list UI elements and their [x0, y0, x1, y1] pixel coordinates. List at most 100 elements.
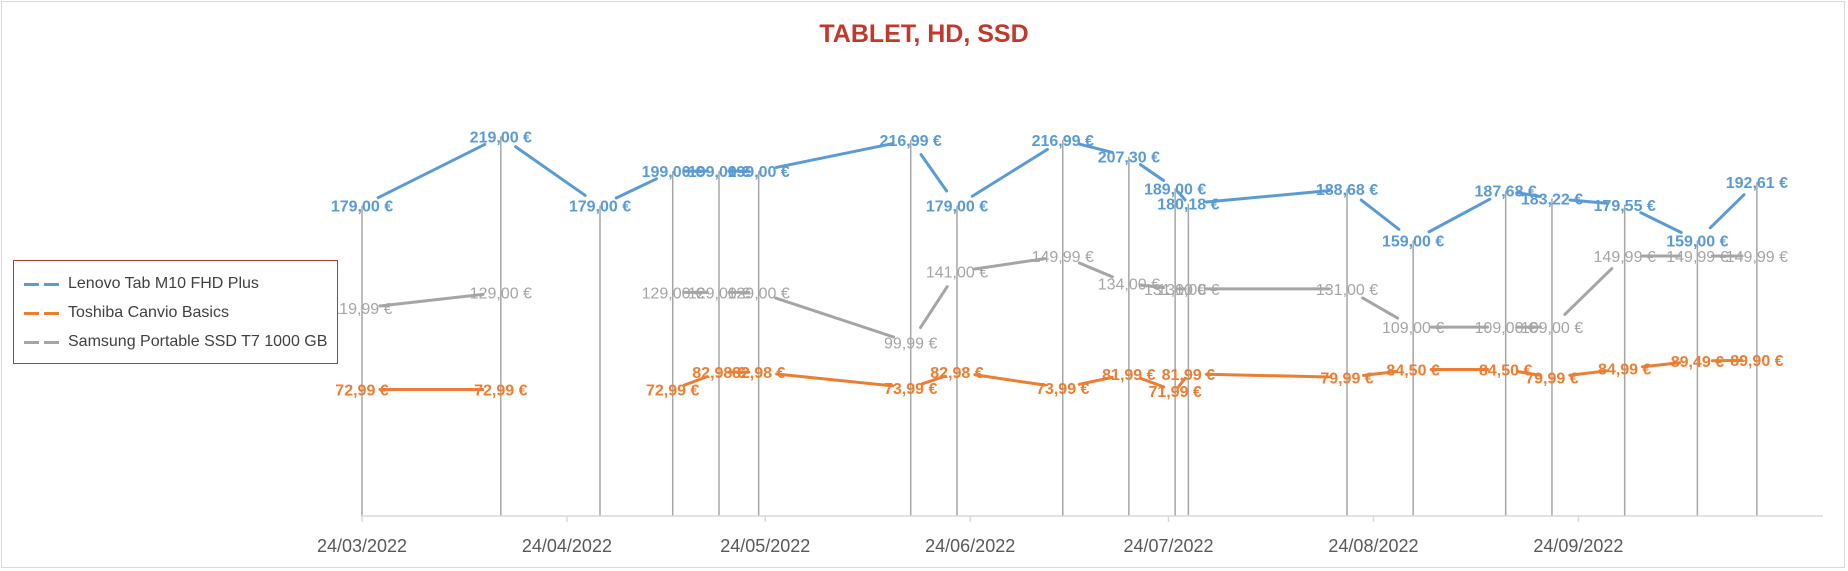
- drop-lines: [361, 136, 1758, 516]
- data-label: 131,00 €: [1144, 282, 1206, 299]
- series-line-segment: [919, 285, 949, 330]
- data-label: 72,99 €: [646, 382, 699, 399]
- series-line-segment: [1176, 190, 1187, 202]
- series-line-segment: [682, 374, 709, 387]
- data-label: 216,99 €: [880, 133, 942, 150]
- legend: Lenovo Tab M10 FHD Plus Toshiba Canvio B…: [13, 260, 338, 364]
- series-line-segment: [1138, 283, 1166, 290]
- data-label: 179,00 €: [926, 199, 988, 216]
- x-tick-label: 24/05/2022: [720, 536, 810, 556]
- series-line-segment: [614, 177, 658, 200]
- data-label: 79,99 €: [1320, 370, 1373, 387]
- data-label: 207,30 €: [1098, 150, 1160, 167]
- data-label: 159,00 €: [1382, 233, 1444, 250]
- data-label: 71,99 €: [1148, 384, 1201, 401]
- series-line-segment: [1176, 376, 1187, 389]
- series-line-segment: [1204, 189, 1331, 204]
- series-line-segment: [1563, 267, 1614, 316]
- data-label: 73,99 €: [884, 381, 937, 398]
- x-tick-label: 24/07/2022: [1123, 536, 1213, 556]
- data-label: 89,49 €: [1671, 354, 1724, 371]
- series-line-segment: [1204, 372, 1331, 379]
- data-label: 129,00 €: [688, 285, 750, 302]
- legend-label-toshiba: Toshiba Canvio Basics: [68, 304, 229, 321]
- data-label: 179,00 €: [569, 199, 631, 216]
- data-label: 192,61 €: [1726, 175, 1788, 192]
- series-line-segment: [1427, 197, 1492, 234]
- data-label: 134,00 €: [1098, 277, 1160, 294]
- data-label: 82,98 €: [692, 365, 745, 382]
- data-label: 199,00 €: [642, 164, 704, 181]
- series-line-segment: [920, 374, 947, 386]
- legend-label-samsung: Samsung Portable SSD T7 1000 GB: [68, 333, 328, 350]
- series-line-segment: [1138, 163, 1166, 182]
- data-label: 129,00 €: [642, 285, 704, 302]
- series-line-segment: [774, 296, 896, 339]
- data-label: 82,98 €: [732, 365, 785, 382]
- series-line-segment: [1138, 376, 1166, 389]
- legend-item-samsung: Samsung Portable SSD T7 1000 GB: [14, 327, 327, 357]
- data-label: 199,00 €: [728, 164, 790, 181]
- data-label: 179,55 €: [1594, 198, 1656, 215]
- x-tick-label: 24/06/2022: [925, 536, 1015, 556]
- x-tick-label: 24/04/2022: [522, 536, 612, 556]
- data-label: 149,99 €: [1666, 249, 1728, 266]
- series-line-segment: [514, 145, 587, 197]
- data-label: 131,00 €: [1157, 282, 1219, 299]
- data-label: 99,99 €: [884, 336, 937, 353]
- legend-swatch-samsung: [24, 332, 62, 352]
- series-line-segment: [1077, 375, 1114, 386]
- data-label: 81,99 €: [1102, 367, 1155, 384]
- data-label: 84,50 €: [1386, 363, 1439, 380]
- x-axis: 24/03/2022 24/04/2022 24/05/2022 24/06/2022…: [317, 515, 1823, 556]
- data-labels: 179,00 €219,00 €179,00 €199,00 €199,00 €…: [331, 129, 1788, 401]
- data-label: 119,99 €: [331, 301, 392, 318]
- chart-title: TABLET, HD, SSD: [819, 20, 1029, 48]
- series-line-segment: [1077, 261, 1114, 279]
- data-label: 72,99 €: [474, 382, 527, 399]
- legend-swatch-toshiba: [24, 303, 62, 323]
- data-label: 187,68 €: [1475, 184, 1537, 201]
- series-line-segment: [1362, 369, 1399, 377]
- data-label: 179,00 €: [331, 199, 393, 216]
- data-label: 82,98 €: [930, 365, 983, 382]
- legend-label-lenovo: Lenovo Tab M10 FHD Plus: [68, 275, 259, 292]
- data-label: 129,00 €: [728, 285, 790, 302]
- data-label: 159,00 €: [1666, 233, 1728, 250]
- data-label: 79,99 €: [1525, 370, 1578, 387]
- series-lines: [376, 142, 1746, 391]
- series-line-segment: [1568, 198, 1609, 205]
- x-tick-label: 24/03/2022: [317, 536, 407, 556]
- series-line-segment: [1361, 296, 1400, 320]
- series-line-segment: [1077, 142, 1114, 154]
- series-line-segment: [973, 373, 1047, 387]
- series-line-segment: [1515, 191, 1542, 198]
- data-label: 189,00 €: [1144, 181, 1206, 198]
- x-tick-label: 24/08/2022: [1328, 536, 1418, 556]
- data-label: 188,68 €: [1316, 182, 1378, 199]
- series-line-segment: [970, 147, 1049, 198]
- data-label: 216,99 €: [1032, 133, 1094, 150]
- data-label: 149,99 €: [1594, 249, 1656, 266]
- data-label: 129,00 €: [470, 285, 532, 302]
- data-label: 199,00 €: [688, 164, 750, 181]
- data-label: 73,99 €: [1036, 381, 1089, 398]
- series-line-segment: [1641, 361, 1681, 369]
- data-label: 89,90 €: [1730, 353, 1783, 370]
- data-label: 72,99 €: [335, 382, 388, 399]
- data-label: 84,50 €: [1479, 363, 1532, 380]
- x-tick-label: 24/09/2022: [1533, 536, 1623, 556]
- data-label: 183,22 €: [1521, 191, 1583, 208]
- data-label: 84,99 €: [1598, 362, 1651, 379]
- data-label: 109,00 €: [1521, 320, 1583, 337]
- series-line-segment: [378, 292, 485, 308]
- series-line-segment: [1639, 211, 1683, 234]
- series-line-segment: [1568, 369, 1609, 377]
- data-label: 131,00 €: [1316, 282, 1378, 299]
- legend-swatch-lenovo: [24, 274, 62, 294]
- series-line-segment: [376, 142, 487, 200]
- data-label: 109,00 €: [1475, 320, 1537, 337]
- series-line-segment: [1708, 193, 1746, 230]
